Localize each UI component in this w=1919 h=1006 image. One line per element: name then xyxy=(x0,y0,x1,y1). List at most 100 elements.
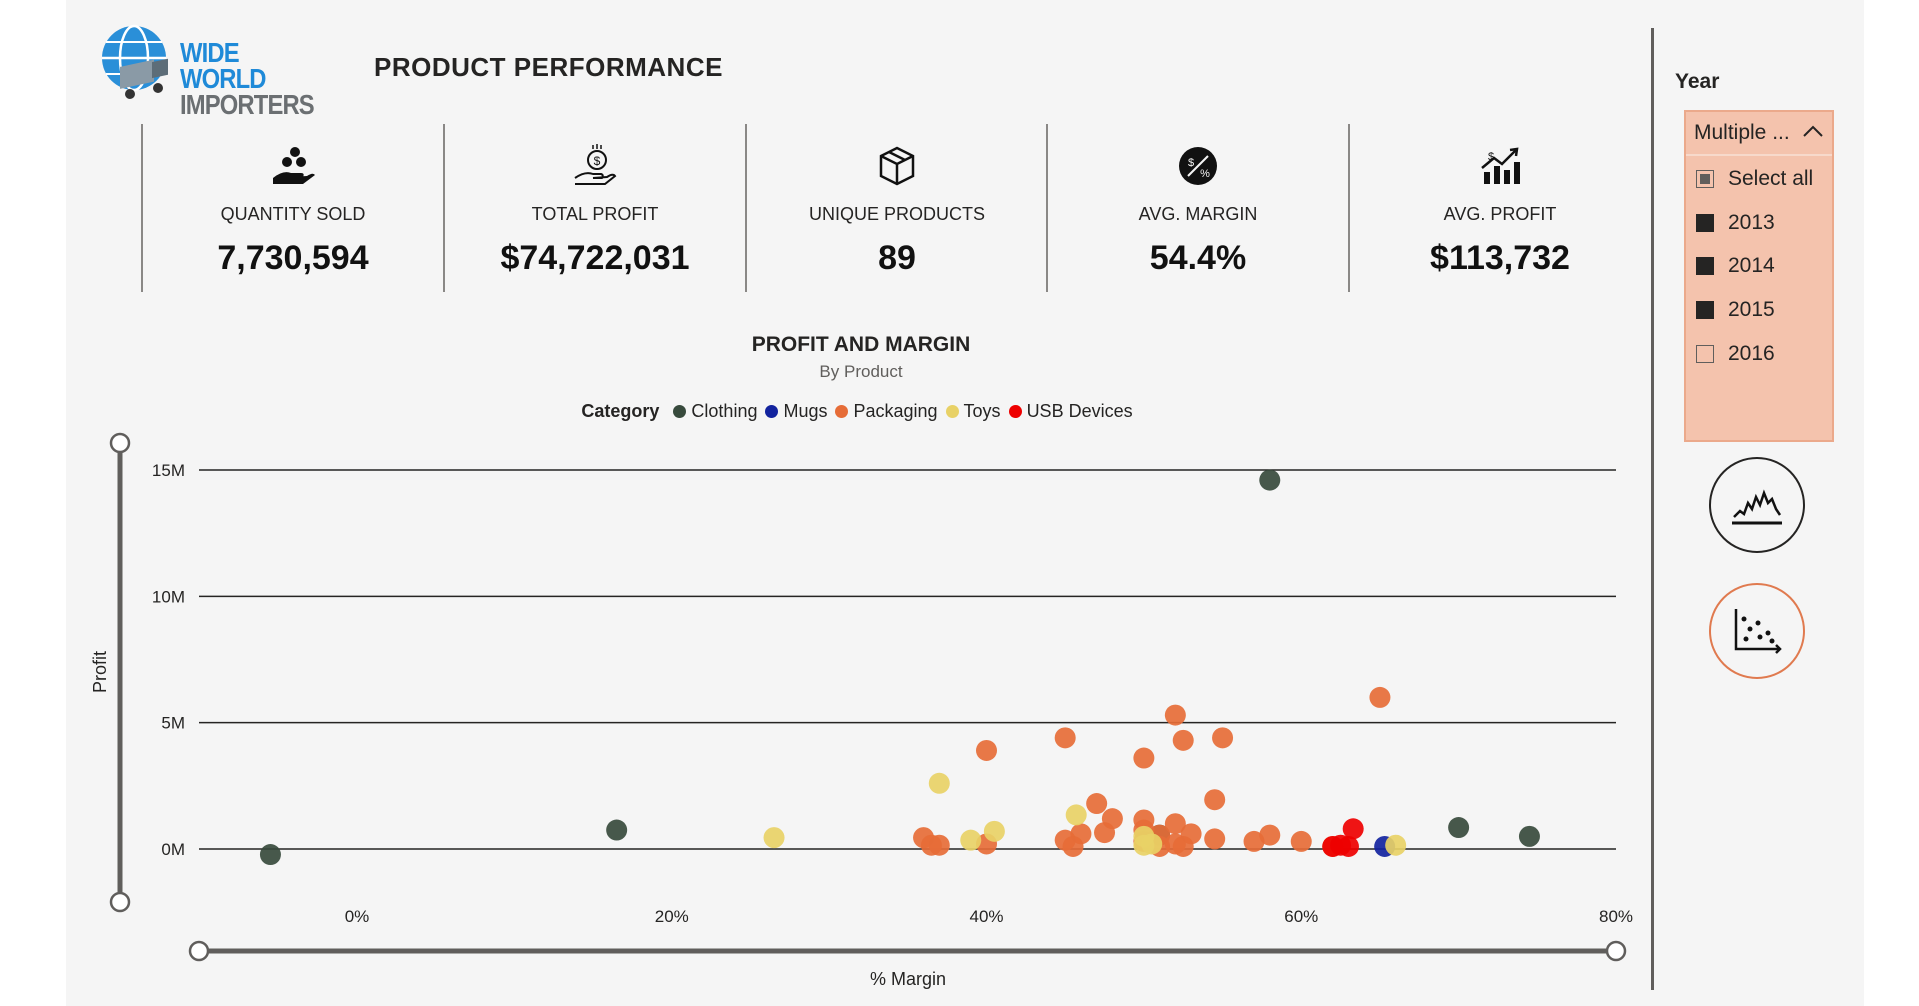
checkbox-checked-icon[interactable] xyxy=(1696,257,1714,275)
data-point-clothing[interactable] xyxy=(259,844,281,866)
chart-title: PROFIT AND MARGIN xyxy=(751,333,971,356)
checkbox-partial-icon[interactable] xyxy=(1696,170,1714,188)
data-point-packaging[interactable] xyxy=(1062,835,1084,857)
scatter-plot: 0M 5M 10M 15M 0% 20% 40% 60% 80% % Margin Profit xyxy=(90,432,1633,989)
kpi-quantity-sold: QUANTITY SOLD 7,730,594 xyxy=(143,124,443,292)
legend-title: Category xyxy=(581,401,660,421)
kpi-total-profit: $ TOTAL PROFIT $74,722,031 xyxy=(445,124,745,292)
legend-marker xyxy=(673,405,687,418)
y-zoom-handle-top[interactable] xyxy=(109,432,131,454)
data-point-packaging[interactable] xyxy=(1259,824,1281,846)
kpi-divider xyxy=(1348,124,1350,292)
slicer-option-2016[interactable]: 2016 xyxy=(1696,342,1775,366)
data-point-toys[interactable] xyxy=(928,772,950,794)
chevron-up-icon xyxy=(1803,125,1823,137)
legend-label: Toys xyxy=(963,401,1001,421)
point-layer xyxy=(259,469,1540,866)
data-point-packaging[interactable] xyxy=(1212,727,1234,749)
y-zoom-handle-bottom[interactable] xyxy=(109,891,131,913)
data-point-clothing[interactable] xyxy=(1518,825,1540,847)
data-point-packaging[interactable] xyxy=(1204,828,1226,850)
option-label: 2016 xyxy=(1728,342,1775,365)
data-point-toys[interactable] xyxy=(983,820,1005,842)
y-axis-title: Profit xyxy=(90,651,110,693)
data-point-packaging[interactable] xyxy=(1243,830,1265,852)
y-tick-label: 10M xyxy=(152,587,185,606)
data-point-packaging[interactable] xyxy=(1086,793,1108,815)
x-zoom-handle-left[interactable] xyxy=(188,940,210,962)
scatter-chart-icon xyxy=(1734,609,1782,654)
y-tick-label: 15M xyxy=(152,461,185,480)
data-point-toys[interactable] xyxy=(1065,804,1087,826)
legend-item-toys[interactable]: Toys xyxy=(945,401,1001,422)
data-point-packaging[interactable] xyxy=(1164,813,1186,835)
data-point-packaging[interactable] xyxy=(976,739,997,761)
legend-item-packaging[interactable]: Packaging xyxy=(835,401,938,422)
slicer-option-select-all[interactable]: Select all xyxy=(1696,167,1813,191)
scatter-chart-button[interactable] xyxy=(1709,583,1805,679)
kpi-value: 54.4% xyxy=(1149,239,1247,277)
checkbox-checked-icon[interactable] xyxy=(1696,214,1714,232)
x-tick-label: 0% xyxy=(345,907,370,926)
kpi-value: $74,722,031 xyxy=(500,239,690,277)
sidebar-divider xyxy=(1651,28,1654,990)
grid-layer xyxy=(199,469,1616,850)
data-point-packaging[interactable] xyxy=(1094,822,1116,844)
slicer-option-2015[interactable]: 2015 xyxy=(1696,298,1775,322)
data-point-clothing[interactable] xyxy=(606,819,628,841)
data-point-toys[interactable] xyxy=(1385,834,1407,856)
legend-label: Clothing xyxy=(691,401,758,421)
data-point-clothing[interactable] xyxy=(1448,817,1470,839)
data-point-packaging[interactable] xyxy=(928,834,950,856)
data-point-packaging[interactable] xyxy=(1204,789,1226,811)
logo-line-2: IMPORTERS xyxy=(180,89,315,120)
kpi-value: 89 xyxy=(878,239,916,277)
checkbox-checked-icon[interactable] xyxy=(1696,301,1714,319)
y-tick-label: 5M xyxy=(161,714,185,733)
checkbox-unchecked-icon[interactable] xyxy=(1696,345,1714,363)
data-point-clothing[interactable] xyxy=(1259,469,1281,491)
data-point-packaging[interactable] xyxy=(1172,835,1194,857)
data-point-packaging[interactable] xyxy=(1054,727,1076,749)
legend-item-usb-devices[interactable]: USB Devices xyxy=(1008,401,1133,422)
data-point-packaging[interactable] xyxy=(1290,830,1312,852)
data-point-toys[interactable] xyxy=(1133,834,1155,856)
globe-truck-logo-icon xyxy=(102,24,168,99)
legend-marker xyxy=(945,405,959,418)
box-icon xyxy=(879,146,915,186)
option-label: 2013 xyxy=(1728,211,1775,234)
slicer-dropdown[interactable]: Multiple ... xyxy=(1686,112,1832,156)
hand-coins-icon xyxy=(273,147,315,184)
data-point-toys[interactable] xyxy=(763,827,785,849)
data-point-usb-devices[interactable] xyxy=(1342,818,1364,840)
kpi-label: TOTAL PROFIT xyxy=(531,204,659,224)
x-zoom-handle-right[interactable] xyxy=(1605,940,1627,962)
option-label: Select all xyxy=(1728,167,1814,190)
data-point-toys[interactable] xyxy=(960,829,982,851)
chart-legend: Category Clothing Mugs Packaging Toys US… xyxy=(0,401,1722,422)
slicer-option-2013[interactable]: 2013 xyxy=(1696,211,1775,235)
legend-item-clothing[interactable]: Clothing xyxy=(673,401,757,422)
slicer-option-2014[interactable]: 2014 xyxy=(1696,254,1775,278)
logo-wordmark: WIDE WORLD IMPORTERS xyxy=(180,37,315,120)
data-point-packaging[interactable] xyxy=(1369,686,1391,708)
line-chart-button[interactable] xyxy=(1709,457,1805,553)
svg-text:%: % xyxy=(1200,168,1210,180)
option-label: 2015 xyxy=(1728,298,1775,321)
data-point-usb-devices[interactable] xyxy=(1337,835,1359,857)
x-tick-label: 60% xyxy=(1284,907,1318,926)
logo-line-1: WIDE WORLD xyxy=(180,37,267,94)
data-point-packaging[interactable] xyxy=(1133,747,1155,769)
percent-circle-icon: $ % xyxy=(1179,147,1217,185)
hand-dollar-icon: $ xyxy=(574,144,617,185)
data-point-packaging[interactable] xyxy=(1164,704,1186,726)
data-point-packaging[interactable] xyxy=(1172,729,1194,751)
legend-item-mugs[interactable]: Mugs xyxy=(765,401,827,422)
kpi-divider xyxy=(745,124,747,292)
kpi-label: QUANTITY SOLD xyxy=(220,204,366,224)
legend-label: Packaging xyxy=(853,401,938,421)
kpi-divider xyxy=(141,124,143,292)
x-tick-label: 40% xyxy=(969,907,1003,926)
x-tick-label: 20% xyxy=(655,907,689,926)
x-tick-label: 80% xyxy=(1599,907,1633,926)
